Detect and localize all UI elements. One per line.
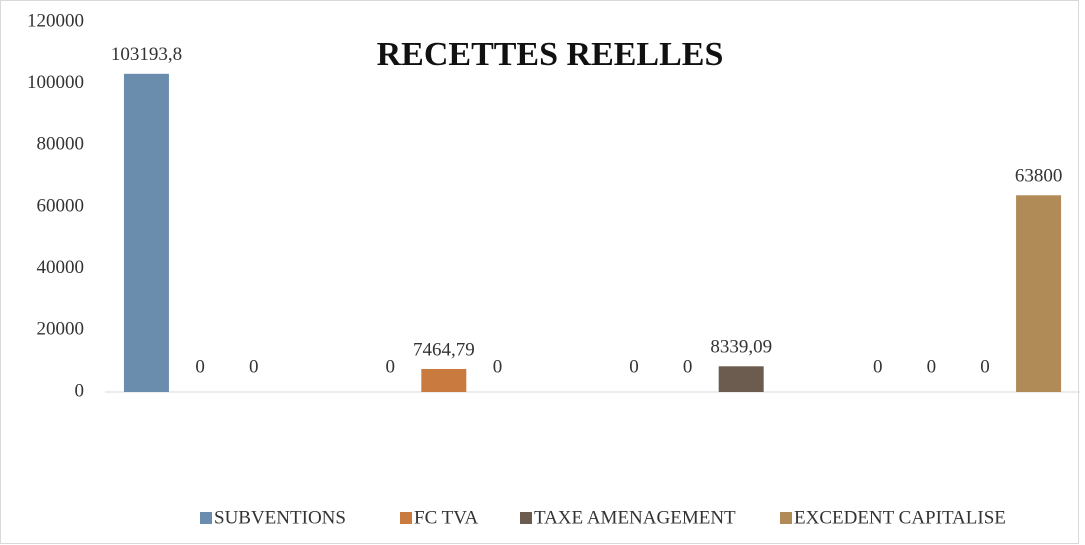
legend-label: TAXE AMENAGEMENT <box>534 507 736 528</box>
y-tick-label: 0 <box>75 380 85 401</box>
value-label: 0 <box>385 356 395 377</box>
bar <box>421 368 467 392</box>
legend-label: FC TVA <box>414 507 479 528</box>
y-tick-label: 100000 <box>27 72 84 93</box>
chart-title: RECETTES REELLES <box>377 36 724 73</box>
y-tick-label: 20000 <box>37 319 85 340</box>
value-label: 8339,09 <box>710 337 772 358</box>
value-label: 63800 <box>1015 166 1063 187</box>
bar <box>1016 195 1062 392</box>
value-label: 0 <box>195 356 205 377</box>
legend-swatch <box>780 512 792 524</box>
value-label: 0 <box>980 356 990 377</box>
value-label: 0 <box>493 356 503 377</box>
value-label: 103193,8 <box>111 44 182 65</box>
value-label: 0 <box>683 356 693 377</box>
value-label: 7464,79 <box>413 339 475 360</box>
legend-swatch <box>520 512 532 524</box>
y-tick-label: 80000 <box>37 134 85 155</box>
legend-swatch <box>400 512 412 524</box>
bar <box>718 366 764 392</box>
value-label: 0 <box>873 356 883 377</box>
y-tick-label: 60000 <box>37 195 85 216</box>
legend-label: SUBVENTIONS <box>214 507 346 528</box>
value-label: 0 <box>629 356 639 377</box>
value-label: 0 <box>927 356 937 377</box>
value-label: 0 <box>249 356 259 377</box>
bar <box>123 73 169 392</box>
y-tick-label: 120000 <box>27 10 84 31</box>
legend-label: EXCEDENT CAPITALISE <box>794 507 1006 528</box>
legend-swatch <box>200 512 212 524</box>
y-tick-label: 40000 <box>37 257 85 278</box>
